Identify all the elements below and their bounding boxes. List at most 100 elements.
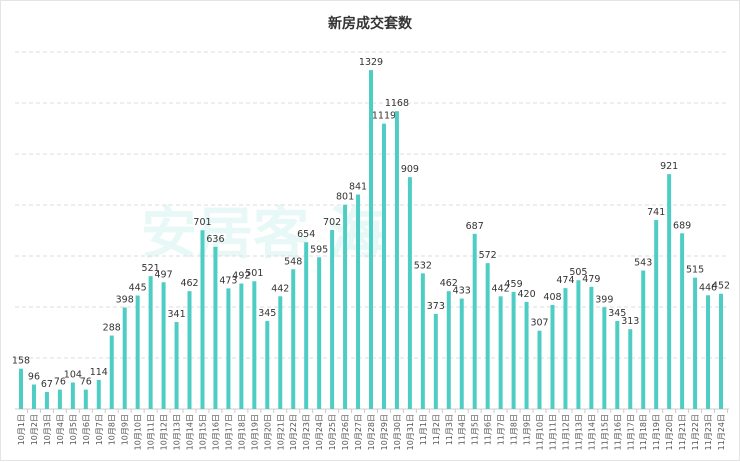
bar (44, 391, 49, 409)
x-tick-label: 10月1日 (17, 414, 26, 445)
bar (57, 389, 62, 409)
data-label: 501 (245, 268, 263, 279)
data-label: 479 (582, 274, 600, 285)
bar (265, 321, 270, 409)
data-label: 689 (673, 220, 691, 231)
data-label: 741 (647, 207, 665, 218)
x-tick-label: 11月23日 (704, 414, 713, 450)
bar (537, 330, 542, 409)
x-tick-label: 11月17日 (626, 414, 635, 450)
data-label: 654 (297, 229, 315, 240)
x-tick-label: 11月6日 (484, 414, 493, 445)
bar (19, 368, 23, 409)
x-tick-label: 10月29日 (380, 414, 389, 450)
x-tick-label: 11月21日 (678, 414, 687, 450)
x-tick-label: 11月16日 (613, 414, 622, 450)
data-label: 532 (414, 260, 432, 271)
data-label: 433 (453, 286, 471, 297)
x-tick-label: 10月24日 (315, 414, 324, 450)
x-tick-label: 11月19日 (652, 414, 661, 450)
x-tick-label: 10月12日 (160, 414, 169, 450)
x-tick-label: 11月8日 (510, 414, 519, 445)
data-label: 474 (556, 275, 574, 286)
x-tick-label: 11月11日 (548, 414, 557, 450)
bar (122, 307, 127, 409)
x-tick-label: 10月18日 (237, 414, 246, 450)
bar (381, 123, 386, 409)
data-label: 307 (530, 318, 548, 329)
bar (394, 111, 399, 409)
data-label: 636 (206, 234, 224, 245)
bar (317, 257, 322, 409)
data-label: 492 (232, 271, 250, 282)
chart-title: 新房成交套数 (328, 16, 412, 32)
data-label: 446 (699, 282, 717, 293)
data-label: 1329 (359, 57, 383, 68)
data-label: 76 (80, 377, 92, 388)
data-label: 104 (64, 369, 82, 380)
data-label: 497 (155, 269, 173, 280)
data-label: 701 (193, 217, 211, 228)
bar (291, 269, 296, 409)
bar (278, 296, 283, 409)
bar (226, 288, 231, 409)
data-label: 398 (116, 295, 134, 306)
bar (576, 280, 581, 409)
data-label: 114 (90, 367, 108, 378)
bar (356, 194, 361, 409)
bar (407, 177, 412, 409)
bar (498, 296, 503, 409)
x-tick-label: 10月17日 (224, 414, 233, 450)
bar (96, 379, 101, 409)
x-tick-label: 10月30日 (393, 414, 402, 450)
data-label: 452 (712, 281, 730, 292)
data-label: 462 (440, 278, 458, 289)
bar (472, 233, 477, 409)
bar (511, 291, 516, 409)
data-label: 687 (466, 221, 484, 232)
data-label: 521 (142, 263, 160, 274)
data-label: 572 (479, 250, 497, 261)
bar (31, 384, 36, 409)
x-tick-label: 10月9日 (121, 414, 130, 445)
bar (174, 322, 179, 409)
data-label: 515 (686, 265, 704, 276)
bar (719, 293, 723, 409)
data-label: 442 (492, 283, 510, 294)
bar (135, 295, 140, 409)
x-tick-label: 11月20日 (665, 414, 674, 450)
bar (563, 288, 568, 409)
bar (304, 242, 309, 409)
data-label: 459 (505, 279, 523, 290)
x-tick-label: 10月16日 (211, 414, 220, 450)
data-label: 462 (180, 278, 198, 289)
bar (446, 291, 451, 409)
data-label: 67 (41, 379, 53, 390)
bar (252, 281, 257, 409)
data-label: 595 (310, 244, 328, 255)
x-tick-label: 10月23日 (302, 414, 311, 450)
bar (343, 204, 348, 409)
x-tick-label: 10月28日 (367, 414, 376, 450)
data-label: 543 (634, 258, 652, 269)
data-label: 505 (569, 267, 587, 278)
bar (70, 382, 75, 409)
bar (330, 229, 335, 409)
bar (524, 301, 529, 409)
x-tick-label: 11月12日 (561, 414, 570, 450)
data-label: 442 (271, 283, 289, 294)
x-tick-label: 11月1日 (419, 414, 428, 445)
bar (187, 291, 192, 409)
x-tick-label: 11月2日 (432, 414, 441, 445)
data-label: 341 (167, 309, 185, 320)
data-label: 548 (284, 256, 302, 267)
x-tick-label: 11月14日 (587, 414, 596, 450)
x-tick-label: 10月11日 (147, 414, 156, 450)
x-tick-label: 10月25日 (328, 414, 337, 450)
x-tick-label: 10月10日 (134, 414, 143, 450)
data-label: 408 (543, 292, 561, 303)
x-tick-label: 11月7日 (497, 414, 506, 445)
x-tick-label: 11月10日 (536, 414, 545, 450)
bar (200, 230, 205, 409)
